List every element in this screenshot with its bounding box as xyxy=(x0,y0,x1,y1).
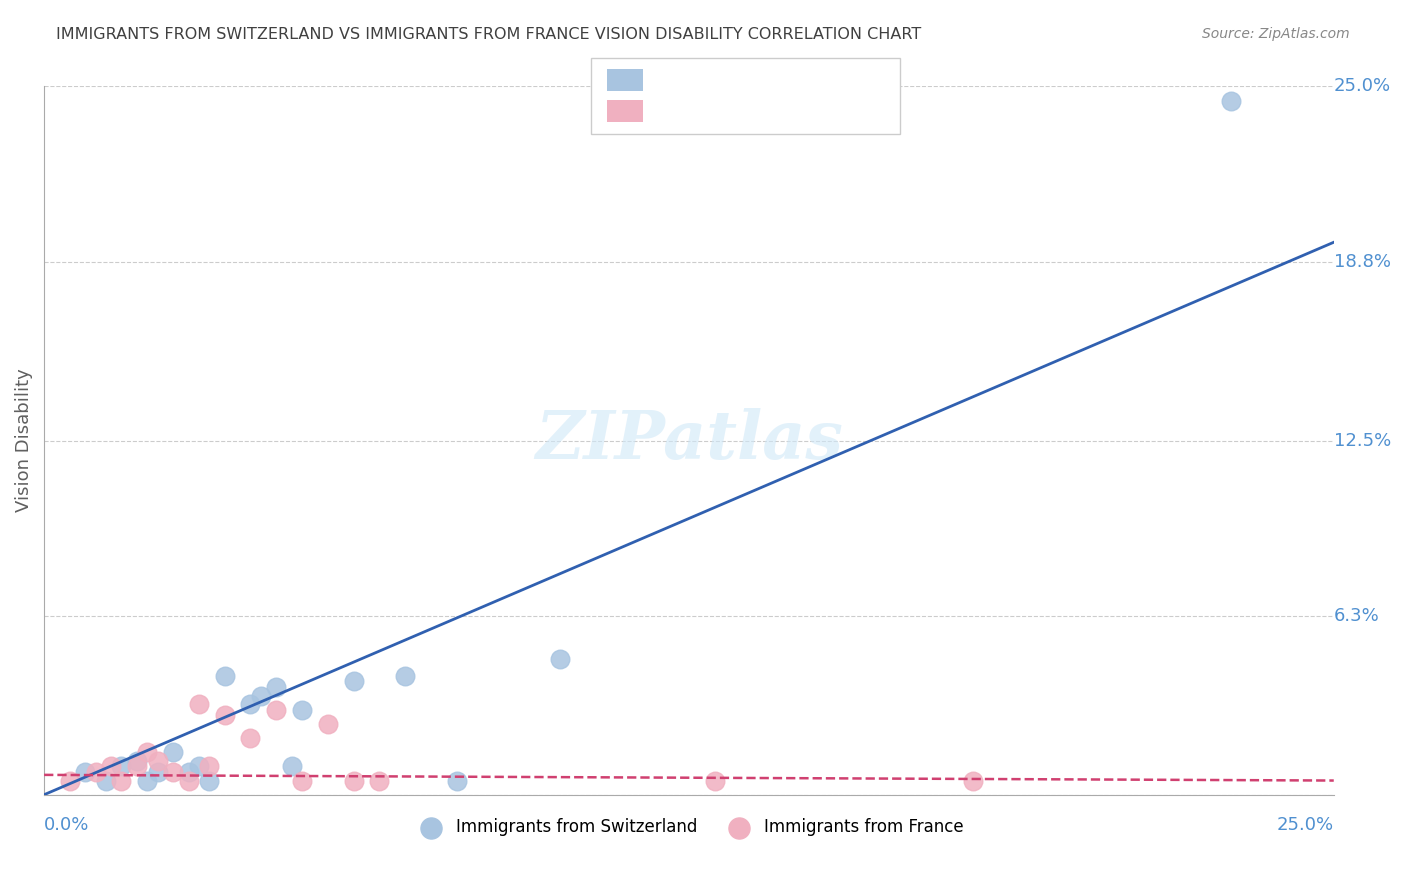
Point xyxy=(343,674,366,689)
Point xyxy=(446,773,468,788)
Text: R =  0.767   N =  21: R = 0.767 N = 21 xyxy=(650,71,817,89)
Point xyxy=(162,745,184,759)
Text: 6.3%: 6.3% xyxy=(1334,607,1379,625)
Point xyxy=(187,697,209,711)
Point xyxy=(1219,94,1241,108)
Point xyxy=(100,759,122,773)
Legend: Immigrants from Switzerland, Immigrants from France: Immigrants from Switzerland, Immigrants … xyxy=(408,812,970,843)
Point xyxy=(198,773,221,788)
Text: 12.5%: 12.5% xyxy=(1334,432,1391,450)
Point xyxy=(125,754,148,768)
Point xyxy=(291,773,314,788)
Point xyxy=(136,773,159,788)
Point xyxy=(198,759,221,773)
Point xyxy=(75,765,97,780)
Point xyxy=(264,703,287,717)
Point xyxy=(59,773,82,788)
Point xyxy=(394,669,416,683)
Text: 18.8%: 18.8% xyxy=(1334,253,1391,271)
Text: R =  -0.018   N =  20: R = -0.018 N = 20 xyxy=(650,103,823,120)
Point xyxy=(110,773,132,788)
Point xyxy=(368,773,391,788)
Point xyxy=(703,773,725,788)
Point xyxy=(316,717,339,731)
Point xyxy=(962,773,984,788)
Point xyxy=(239,731,262,745)
Point xyxy=(249,689,271,703)
Point xyxy=(110,759,132,773)
Text: 25.0%: 25.0% xyxy=(1334,78,1391,95)
Point xyxy=(125,759,148,773)
Text: IMMIGRANTS FROM SWITZERLAND VS IMMIGRANTS FROM FRANCE VISION DISABILITY CORRELAT: IMMIGRANTS FROM SWITZERLAND VS IMMIGRANT… xyxy=(56,27,921,42)
Text: ZIPatlas: ZIPatlas xyxy=(536,408,842,473)
Point xyxy=(177,773,200,788)
Point xyxy=(343,773,366,788)
Point xyxy=(136,745,159,759)
Point xyxy=(280,759,302,773)
Text: 25.0%: 25.0% xyxy=(1277,816,1334,834)
Text: Source: ZipAtlas.com: Source: ZipAtlas.com xyxy=(1202,27,1350,41)
Point xyxy=(177,765,200,780)
Point xyxy=(94,773,117,788)
Point xyxy=(187,759,209,773)
Text: 0.0%: 0.0% xyxy=(44,816,90,834)
Point xyxy=(84,765,107,780)
Point xyxy=(214,669,236,683)
Point xyxy=(264,680,287,694)
Point xyxy=(214,708,236,723)
Point xyxy=(548,651,571,665)
Point xyxy=(146,754,169,768)
Point xyxy=(291,703,314,717)
Point xyxy=(162,765,184,780)
Point xyxy=(239,697,262,711)
Y-axis label: Vision Disability: Vision Disability xyxy=(15,368,32,512)
Point xyxy=(146,765,169,780)
